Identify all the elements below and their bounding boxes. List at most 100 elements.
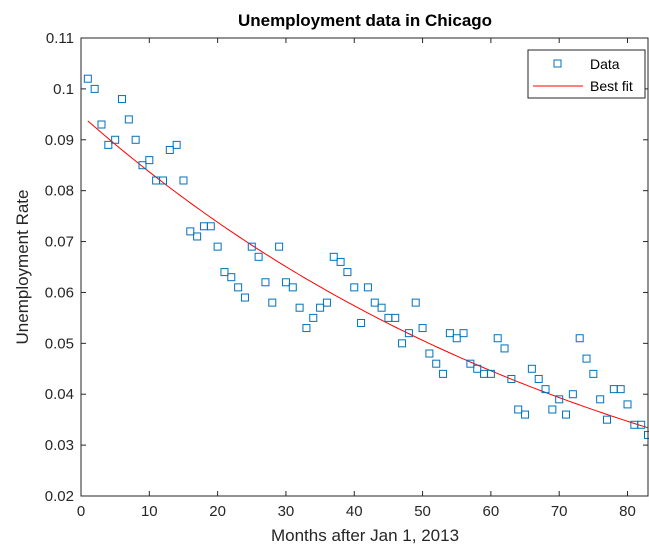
data-point: [459, 329, 468, 338]
y-tick-label: 0.07: [45, 234, 74, 251]
plot-frame: [80, 37, 649, 497]
data-point: [541, 385, 550, 394]
chart-title: Unemployment data in Chicago: [238, 11, 492, 30]
x-tick-label: 40: [346, 503, 363, 520]
data-point: [562, 410, 571, 419]
data-point: [623, 400, 632, 409]
data-point: [193, 232, 202, 241]
data-point: [275, 242, 284, 251]
data-point: [555, 395, 564, 404]
data-point: [281, 278, 290, 287]
data-point: [404, 329, 413, 338]
y-tick-label: 0.06: [45, 284, 74, 301]
data-point: [370, 298, 379, 307]
data-point: [83, 74, 92, 83]
data-point: [288, 283, 297, 292]
legend: Data Best fit: [527, 49, 646, 99]
y-tick-label: 0.04: [45, 386, 74, 403]
y-tick-label: 0.05: [45, 335, 74, 352]
data-point: [500, 344, 509, 353]
x-tick-label: 50: [414, 503, 431, 520]
data-point: [582, 354, 591, 363]
data-point: [377, 303, 386, 312]
data-point: [261, 278, 270, 287]
data-point: [111, 135, 120, 144]
data-point: [240, 293, 249, 302]
data-point: [138, 161, 147, 170]
data-point: [589, 369, 598, 378]
data-point: [568, 390, 577, 399]
data-point: [343, 268, 352, 277]
data-point: [186, 227, 195, 236]
data-point: [363, 283, 372, 292]
data-point: [411, 298, 420, 307]
data-point: [357, 318, 366, 327]
data-point: [309, 313, 318, 322]
x-axis-label: Months after Jan 1, 2013: [271, 526, 459, 545]
data-point: [104, 140, 113, 149]
data-point: [575, 334, 584, 343]
data-point: [514, 405, 523, 414]
best-fit-line: [87, 120, 649, 429]
legend-label-data: Data: [590, 56, 620, 72]
data-point: [398, 339, 407, 348]
data-point: [439, 369, 448, 378]
data-point: [637, 420, 646, 429]
data-point: [507, 374, 516, 383]
data-point: [234, 283, 243, 292]
legend-data-marker: [553, 59, 562, 68]
data-point: [603, 415, 612, 424]
data-points-layer: [83, 74, 649, 439]
data-point: [391, 313, 400, 322]
best-fit-layer: [87, 120, 649, 429]
legend-box: [527, 49, 646, 99]
y-tick-label: 0.09: [45, 132, 74, 149]
y-tick-label: 0.08: [45, 183, 74, 200]
data-point: [302, 324, 311, 333]
data-point: [220, 268, 229, 277]
data-point: [350, 283, 359, 292]
data-point: [336, 257, 345, 266]
data-point: [124, 115, 133, 124]
x-tick-label: 30: [278, 503, 295, 520]
data-point: [206, 222, 215, 231]
ticks-layer: 0 10 20 30 40 50 60 70 80 0.02 0.03 0.04 0.05 0.06 0.0…: [45, 30, 648, 520]
data-point: [486, 369, 495, 378]
y-axis-label: Unemployment Rate: [13, 190, 32, 345]
data-point: [172, 140, 181, 149]
data-point: [227, 273, 236, 282]
data-point: [165, 145, 174, 154]
data-point: [432, 359, 441, 368]
y-tick-label: 0.11: [46, 30, 74, 47]
data-point: [452, 334, 461, 343]
data-point: [534, 374, 543, 383]
x-tick-label: 20: [209, 503, 226, 520]
data-point: [254, 252, 263, 261]
data-point: [521, 410, 530, 419]
data-point: [527, 364, 536, 373]
plot-area: [81, 38, 649, 496]
x-tick-label: 10: [141, 503, 158, 520]
data-point: [117, 95, 126, 104]
x-tick-label: 70: [551, 503, 568, 520]
data-point: [445, 329, 454, 338]
data-point: [295, 303, 304, 312]
data-point: [247, 242, 256, 251]
data-point: [322, 298, 331, 307]
data-point: [90, 84, 99, 93]
x-tick-label: 80: [619, 503, 636, 520]
data-point: [329, 252, 338, 261]
data-point: [158, 176, 167, 185]
data-point: [425, 349, 434, 358]
data-point: [466, 359, 475, 368]
data-point: [97, 120, 106, 129]
data-point: [473, 364, 482, 373]
data-point: [268, 298, 277, 307]
data-point: [316, 303, 325, 312]
x-tick-label: 0: [77, 503, 85, 520]
y-tick-label: 0.1: [53, 81, 74, 98]
data-point: [179, 176, 188, 185]
data-point: [616, 385, 625, 394]
y-tick-label: 0.03: [45, 437, 74, 454]
